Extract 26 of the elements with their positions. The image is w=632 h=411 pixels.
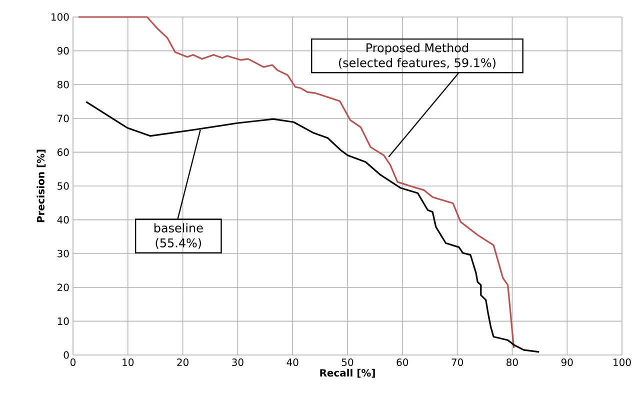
- annotation: Proposed Method (selected features, 59.1%): [338, 43, 496, 69]
- y-tick-label: 60: [58, 148, 69, 156]
- x-tick-label: 100: [614, 358, 631, 366]
- x-tick-label: 60: [396, 358, 408, 366]
- x-axis-title: Recall [%]: [320, 368, 375, 378]
- y-tick-label: 70: [58, 114, 69, 122]
- annotation: baseline (55.4%): [154, 223, 203, 249]
- x-tick-label: 20: [177, 358, 188, 366]
- x-tick-label: 40: [286, 358, 298, 366]
- y-tick-label: 80: [57, 80, 69, 88]
- y-axis-title: Precision [%]: [36, 150, 46, 222]
- y-tick-label: 10: [58, 317, 69, 325]
- y-tick-label: 0: [64, 351, 69, 359]
- x-tick-label: 50: [342, 358, 354, 366]
- x-tick-label: 90: [561, 358, 573, 366]
- y-tick-label: 30: [58, 250, 69, 258]
- y-tick-label: 100: [52, 13, 69, 21]
- y-tick-label: 20: [58, 284, 69, 292]
- y-tick-label: 40: [57, 216, 69, 224]
- x-tick-label: 70: [452, 358, 463, 366]
- x-tick-label: 30: [232, 358, 244, 366]
- x-tick-label: 10: [122, 358, 134, 366]
- y-tick-label: 50: [58, 182, 69, 190]
- x-tick-label: 0: [70, 358, 76, 366]
- x-tick-label: 80: [506, 358, 518, 366]
- y-tick-label: 90: [57, 47, 69, 55]
